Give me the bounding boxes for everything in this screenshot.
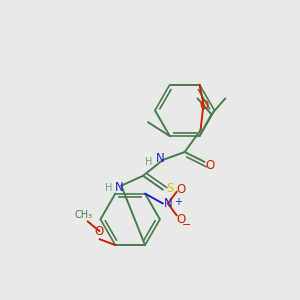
- Text: N: N: [155, 152, 164, 165]
- Text: −: −: [182, 220, 191, 230]
- Text: N: N: [164, 197, 172, 210]
- Text: O: O: [95, 225, 104, 238]
- Text: CH₃: CH₃: [75, 210, 93, 220]
- Text: O: O: [200, 99, 209, 112]
- Text: O: O: [206, 159, 215, 172]
- Text: O: O: [176, 183, 185, 196]
- Text: N: N: [115, 181, 124, 194]
- Text: +: +: [174, 196, 182, 206]
- Text: H: H: [145, 157, 153, 167]
- Text: S: S: [166, 182, 173, 195]
- Text: H: H: [105, 183, 112, 193]
- Text: O: O: [176, 213, 185, 226]
